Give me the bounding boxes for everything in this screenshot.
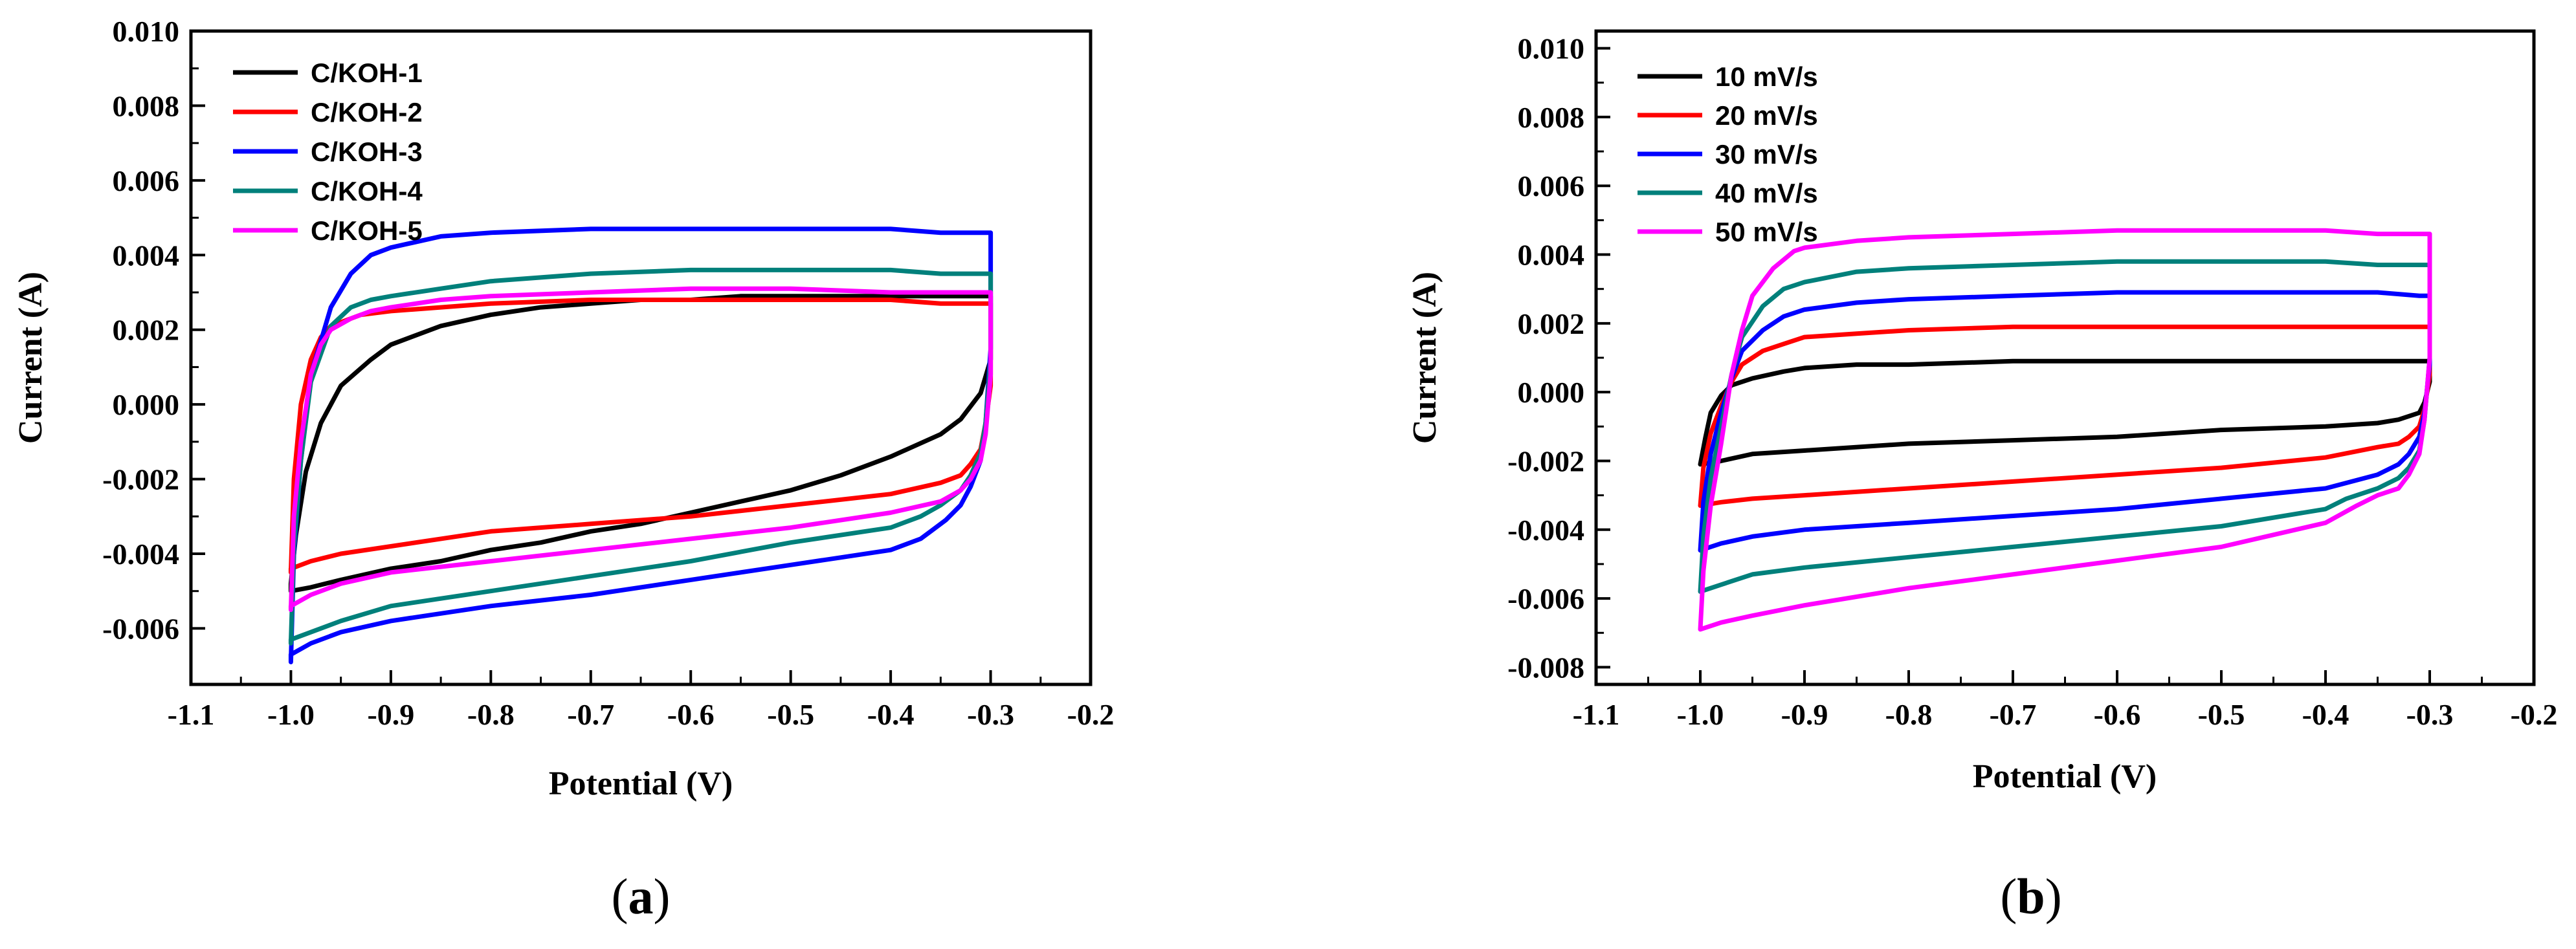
legend-label-b-2: 20 mV/s bbox=[1715, 100, 1818, 131]
x-tick-label-b: -0.3 bbox=[2406, 698, 2454, 731]
y-tick-label-b: 0.002 bbox=[1518, 307, 1585, 340]
x-axis-title-b: Potential (V) bbox=[1973, 758, 2157, 795]
y-tick-label-b: -0.002 bbox=[1507, 444, 1584, 477]
series-line-b-1 bbox=[1698, 358, 2432, 467]
x-tick-label-b: -0.9 bbox=[1781, 698, 1828, 731]
y-tick-label-b: 0.006 bbox=[1518, 169, 1585, 202]
legend-label-a-2: C/KOH-2 bbox=[311, 97, 423, 127]
x-tick-label-a: -1.1 bbox=[168, 698, 215, 731]
legend-label-b-1: 10 mV/s bbox=[1715, 61, 1818, 92]
series-line-b-2 bbox=[1698, 324, 2432, 508]
y-axis-title-a: Current (A) bbox=[12, 272, 49, 444]
plot-frame-b bbox=[1594, 29, 2536, 686]
y-tick-label-a: -0.006 bbox=[102, 612, 179, 645]
y-tick-label-b: -0.006 bbox=[1507, 582, 1584, 615]
x-tick-label-a: -0.8 bbox=[467, 698, 515, 731]
legend-label-a-4: C/KOH-4 bbox=[311, 176, 423, 206]
series-line-a-5 bbox=[288, 286, 994, 613]
series-line-b-5 bbox=[1698, 228, 2432, 632]
x-tick-label-b: -0.2 bbox=[2511, 698, 2558, 731]
series-line-b-3 bbox=[1698, 290, 2432, 553]
x-tick-label-a: -0.5 bbox=[767, 698, 814, 731]
panel-caption-a: (a) bbox=[612, 868, 671, 924]
x-tick-label-b: -0.8 bbox=[1885, 698, 1933, 731]
y-tick-label-a: 0.002 bbox=[113, 314, 180, 347]
y-tick-label-b: -0.004 bbox=[1507, 514, 1584, 547]
legend-label-b-5: 50 mV/s bbox=[1715, 217, 1818, 247]
y-tick-label-a: 0.004 bbox=[113, 239, 180, 272]
legend-a: C/KOH-1 C/KOH-2 C/KOH-3 C/KOH-4 C/KOH-5 bbox=[233, 58, 423, 246]
x-tick-label-b: -1.0 bbox=[1677, 698, 1724, 731]
x-tick-label-b: -0.6 bbox=[2094, 698, 2141, 731]
plot-area-a bbox=[288, 226, 994, 664]
y-axis-title-b: Current (A) bbox=[1406, 272, 1443, 444]
legend-label-a-1: C/KOH-1 bbox=[311, 58, 423, 88]
y-tick-label-a: -0.004 bbox=[102, 538, 179, 571]
x-tick-label-a: -0.9 bbox=[367, 698, 414, 731]
y-tick-label-a: 0.008 bbox=[113, 89, 180, 122]
x-tick-label-b: -0.4 bbox=[2302, 698, 2349, 731]
x-tick-label-a: -0.7 bbox=[567, 698, 614, 731]
plot-area-b bbox=[1698, 228, 2432, 632]
x-axis-title-a: Potential (V) bbox=[549, 765, 733, 802]
y-tick-label-b: 0.004 bbox=[1518, 239, 1585, 272]
plot-frame-a bbox=[189, 29, 1093, 686]
y-tick-label-a: 0.006 bbox=[113, 164, 180, 197]
x-tick-label-a: -1.0 bbox=[267, 698, 315, 731]
x-tick-label-b: -0.7 bbox=[1990, 698, 2037, 731]
legend-b: 10 mV/s 20 mV/s 30 mV/s 40 mV/s 50 mV/s bbox=[1638, 61, 1818, 247]
axis-ticks-b: -1.1 -1.0 -0.9 -0.8 -0.7 -0.6 -0.5 -0.4 -0.3 -0.2… bbox=[1507, 32, 2557, 731]
y-tick-label-a: -0.002 bbox=[102, 463, 179, 496]
legend-label-a-5: C/KOH-5 bbox=[311, 215, 423, 246]
panel-caption-b: (b) bbox=[2000, 868, 2061, 924]
y-tick-label-b: 0.008 bbox=[1518, 101, 1585, 134]
y-tick-label-b: 0.010 bbox=[1518, 32, 1585, 65]
series-line-b-4 bbox=[1698, 259, 2432, 594]
legend-label-b-3: 30 mV/s bbox=[1715, 139, 1818, 169]
panel-a: -1.1 -1.0 -0.9 -0.8 -0.7 -0.6 -0.5 -0.4 -0.3 -0.2… bbox=[12, 15, 1114, 924]
y-tick-label-b: 0.000 bbox=[1518, 376, 1585, 409]
panel-b: -1.1 -1.0 -0.9 -0.8 -0.7 -0.6 -0.5 -0.4 -0.3 -0.2… bbox=[1406, 29, 2557, 924]
x-tick-label-b: -1.1 bbox=[1573, 698, 1620, 731]
x-tick-label-a: -0.4 bbox=[867, 698, 915, 731]
y-tick-label-a: 0.000 bbox=[113, 388, 180, 421]
x-tick-label-a: -0.6 bbox=[667, 698, 715, 731]
legend-label-b-4: 40 mV/s bbox=[1715, 178, 1818, 208]
y-tick-label-b: -0.008 bbox=[1507, 651, 1584, 684]
legend-label-a-3: C/KOH-3 bbox=[311, 136, 423, 167]
x-tick-label-a: -0.2 bbox=[1067, 698, 1115, 731]
y-tick-label-a: 0.010 bbox=[113, 15, 180, 48]
x-tick-label-a: -0.3 bbox=[967, 698, 1014, 731]
axis-ticks-a: -1.1 -1.0 -0.9 -0.8 -0.7 -0.6 -0.5 -0.4 -0.3 -0.2… bbox=[102, 15, 1114, 731]
x-tick-label-b: -0.5 bbox=[2198, 698, 2245, 731]
